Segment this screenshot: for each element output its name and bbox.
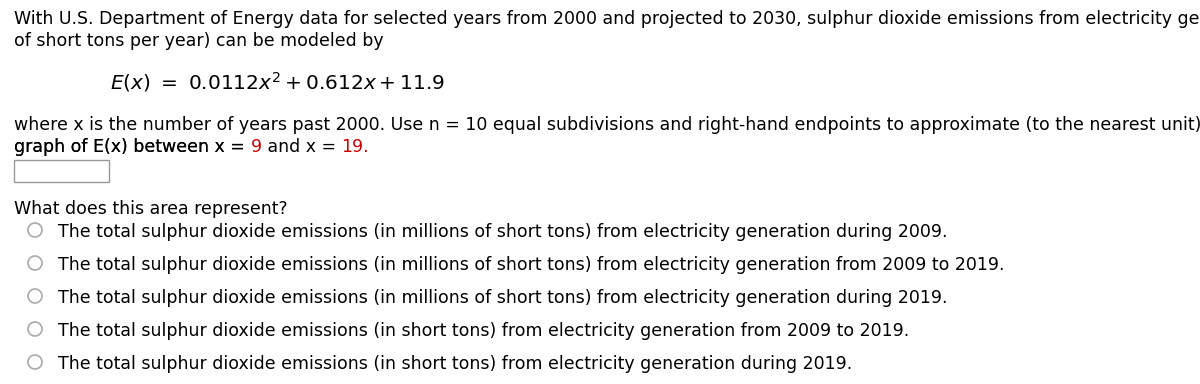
Text: The total sulphur dioxide emissions (in short tons) from electricity generation : The total sulphur dioxide emissions (in … [58,322,910,340]
Text: graph of E(x) between x =: graph of E(x) between x = [14,138,251,156]
Text: $\mathit{E}(\mathit{x})\ =\ 0.0112\mathit{x}^2 + 0.612\mathit{x} + 11.9$: $\mathit{E}(\mathit{x})\ =\ 0.0112\mathi… [110,70,445,94]
Text: With U.S. Department of Energy data for selected years from 2000 and projected t: With U.S. Department of Energy data for … [14,10,1200,28]
Text: The total sulphur dioxide emissions (in millions of short tons) from electricity: The total sulphur dioxide emissions (in … [58,289,948,307]
Text: where x is the number of years past 2000. Use n = 10 equal subdivisions and righ: where x is the number of years past 2000… [14,116,1200,134]
Text: What does this area represent?: What does this area represent? [14,200,288,218]
Text: graph of E(x) between x =: graph of E(x) between x = [14,138,251,156]
Text: and x =: and x = [262,138,341,156]
Text: 9: 9 [251,138,262,156]
Text: The total sulphur dioxide emissions (in short tons) from electricity generation : The total sulphur dioxide emissions (in … [58,355,852,373]
FancyBboxPatch shape [14,160,109,182]
Text: The total sulphur dioxide emissions (in millions of short tons) from electricity: The total sulphur dioxide emissions (in … [58,223,948,241]
Text: 19.: 19. [341,138,368,156]
Text: The total sulphur dioxide emissions (in millions of short tons) from electricity: The total sulphur dioxide emissions (in … [58,256,1004,274]
Text: of short tons per year) can be modeled by: of short tons per year) can be modeled b… [14,32,384,50]
